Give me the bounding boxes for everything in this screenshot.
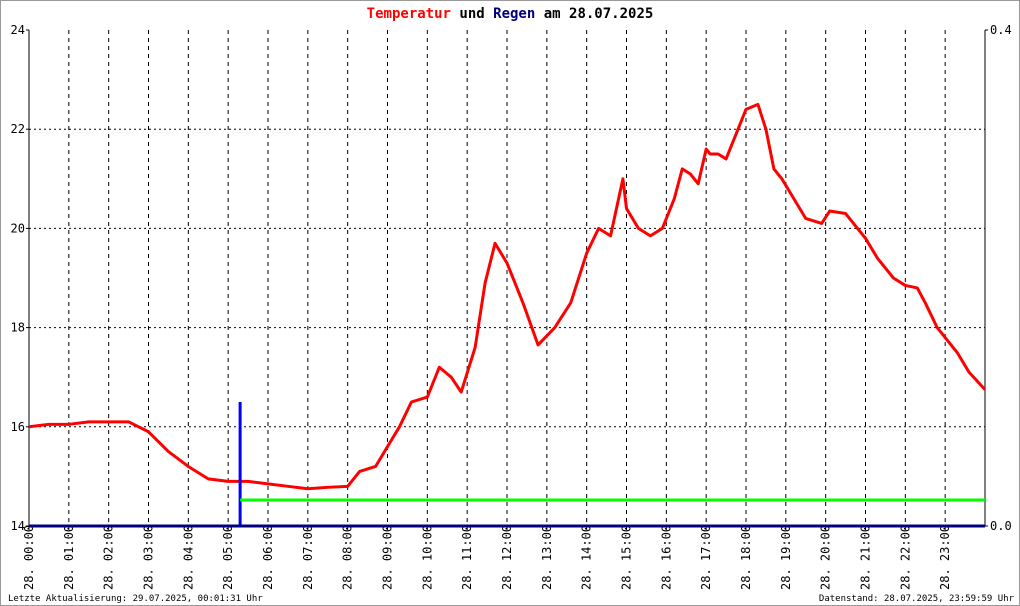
title-part: Temperatur [367, 6, 451, 22]
x-tick-label: 28. 11:00 [460, 525, 474, 590]
x-tick-label: 28. 04:00 [181, 525, 195, 590]
y2-tick-label: 0.4 [990, 23, 1012, 37]
y-tick-label: 18 [11, 321, 25, 335]
title-part: am 28.07.2025 [544, 6, 654, 22]
x-tick-label: 28. 18:00 [739, 525, 753, 590]
y-tick-label: 14 [11, 519, 25, 533]
x-tick-label: 28. 20:00 [819, 525, 833, 590]
x-tick-label: 28. 22:00 [898, 525, 912, 590]
x-tick-label: 28. 00:00 [22, 525, 36, 590]
x-tick-label: 28. 19:00 [779, 525, 793, 590]
x-tick-label: 28. 10:00 [420, 525, 434, 590]
footer-left: Letzte Aktualisierung: 29.07.2025, 00:01… [8, 594, 263, 604]
x-tick-label: 28. 06:00 [261, 525, 275, 590]
x-tick-label: 28. 09:00 [381, 525, 395, 590]
x-tick-label: 28. 13:00 [540, 525, 554, 590]
x-tick-label: 28. 03:00 [142, 525, 156, 590]
x-tick-label: 28. 17:00 [699, 525, 713, 590]
y-tick-label: 16 [11, 420, 25, 434]
x-tick-label: 28. 23:00 [938, 525, 952, 590]
x-tick-label: 28. 02:00 [102, 525, 116, 590]
chart-title: Temperatur und Regen am 28.07.2025 [367, 6, 654, 22]
y-tick-label: 22 [11, 122, 25, 136]
x-tick-label: 28. 21:00 [859, 525, 873, 590]
x-tick-label: 28. 05:00 [221, 525, 235, 590]
footer-right: Datenstand: 28.07.2025, 23:59:59 Uhr [819, 594, 1015, 604]
x-tick-label: 28. 07:00 [301, 525, 315, 590]
x-tick-label: 28. 08:00 [341, 525, 355, 590]
x-tick-label: 28. 16:00 [659, 525, 673, 590]
y2-tick-label: 0.0 [990, 519, 1012, 533]
y-tick-label: 20 [11, 221, 25, 235]
x-tick-label: 28. 15:00 [620, 525, 634, 590]
x-tick-label: 28. 12:00 [500, 525, 514, 590]
x-tick-label: 28. 01:00 [62, 525, 76, 590]
x-tick-label: 28. 14:00 [580, 525, 594, 590]
title-part: Regen [493, 6, 535, 22]
y-tick-label: 24 [11, 23, 25, 37]
series-line [28, 102, 987, 491]
title-part: und [459, 6, 484, 22]
